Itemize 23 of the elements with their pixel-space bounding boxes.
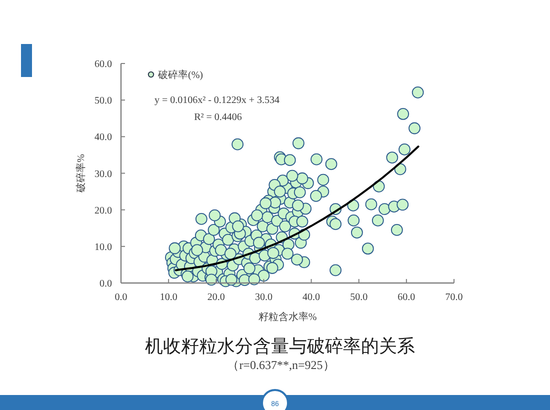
x-tick-label: 70.0 [445,292,463,303]
annotation: y = 0.0106x² - 0.1229x + 3.534 [154,95,280,106]
x-tick-label: 10.0 [160,292,178,303]
y-tick-label: 20.0 [94,205,112,216]
legend: 破碎率(%) [148,70,203,81]
x-tick-label: 50.0 [350,292,368,303]
y-axis-title: 破碎率% [75,154,87,194]
x-tick-label: 60.0 [398,292,416,303]
y-tick-label: 10.0 [94,242,112,253]
y-tick-label: 40.0 [94,132,112,144]
y-tick-label: 0.0 [100,278,112,290]
x-tick-label: 20.0 [207,292,225,303]
y-tick-label: 60.0 [94,59,112,70]
y-tick-label: 50.0 [94,96,112,107]
annotation: R² = 0.4406 [194,112,242,123]
x-axis-title: 籽粒含水率% [258,311,317,323]
x-tick-label: 0.0 [114,292,128,303]
x-tick-label: 40.0 [302,292,320,303]
x-tick-label: 30.0 [254,292,272,303]
y-tick-label: 30.0 [94,168,112,180]
text: （r=0.637**,n=925） [227,358,335,372]
legend-label: 破碎率(%) [157,69,203,81]
text: 机收籽粒水分含量与破碎率的关系 [145,336,415,356]
